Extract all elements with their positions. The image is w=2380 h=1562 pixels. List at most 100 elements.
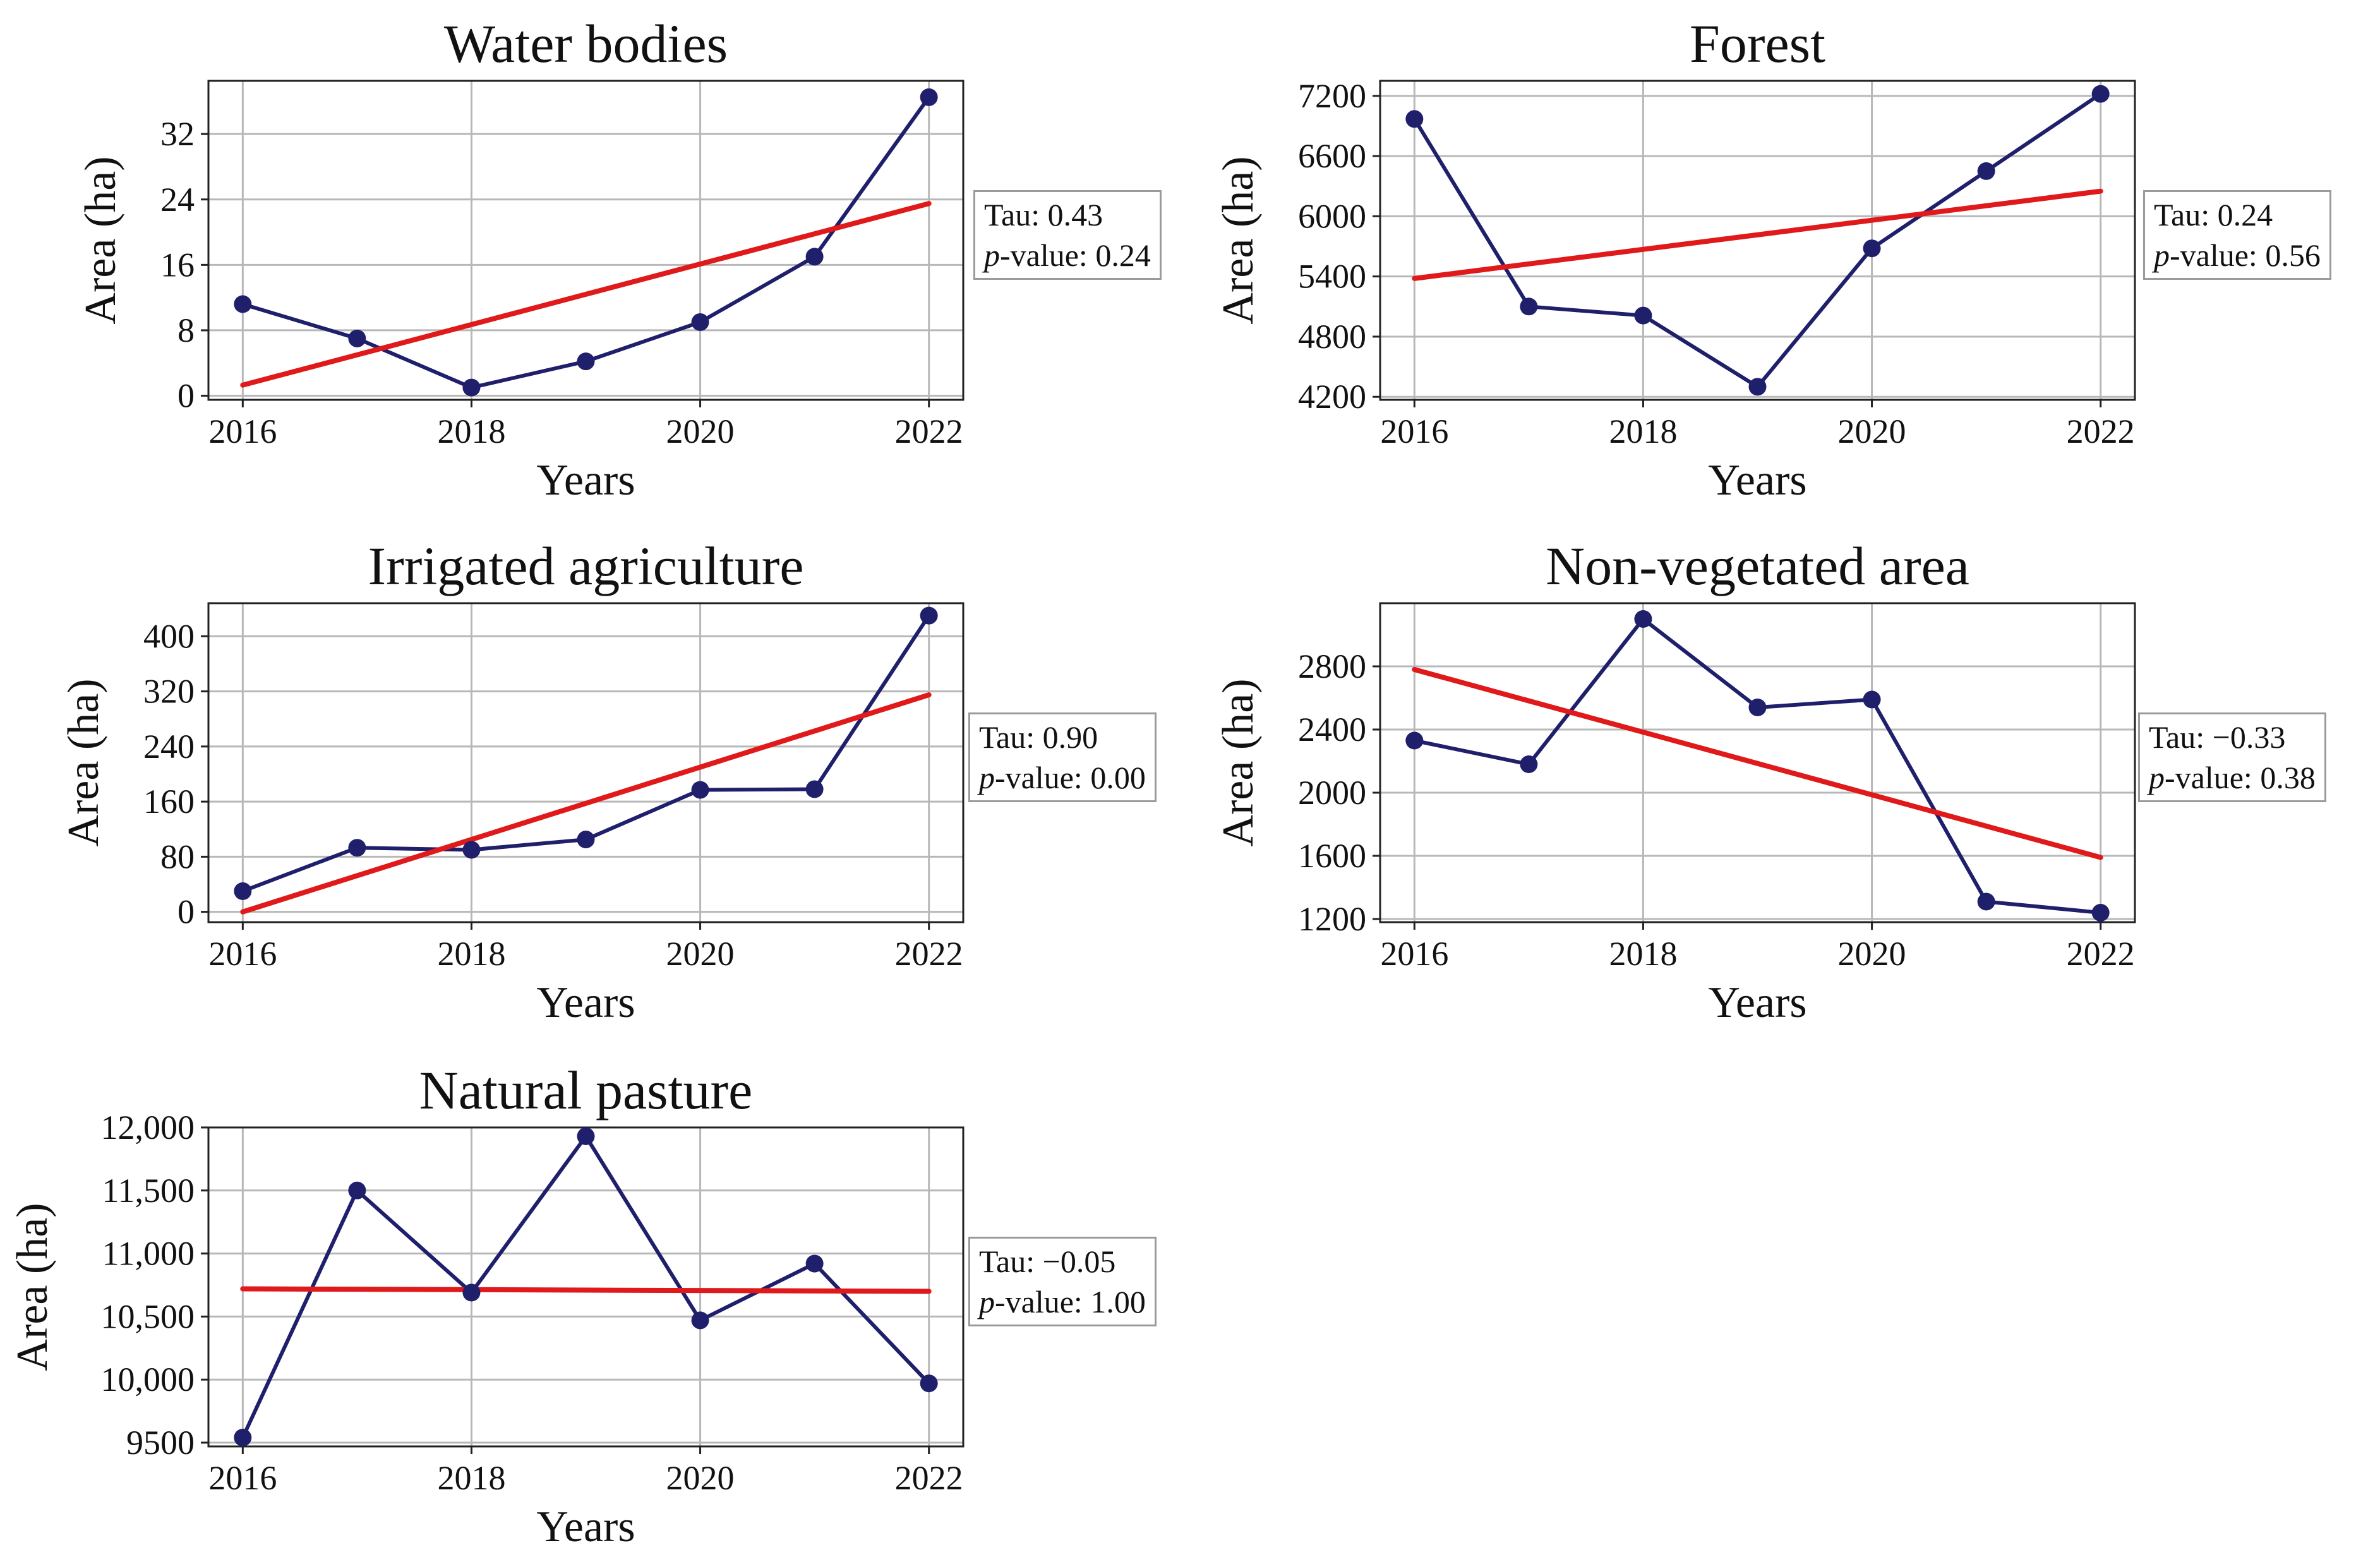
y-tick-label: 12,000 (101, 1108, 195, 1146)
stat-box-irrigated-agriculture: Tau: 0.90 p-value: 0.00 (968, 712, 1157, 802)
data-point (920, 1374, 938, 1393)
y-tick-label: 4800 (1298, 318, 1366, 356)
chart-title: Irrigated agriculture (368, 536, 803, 596)
y-tick-label: 0 (177, 377, 195, 415)
stat-box-non-vegetated-area: Tau: −0.33 p-value: 0.38 (2138, 712, 2326, 802)
series-line (242, 614, 931, 893)
data-point (691, 781, 709, 799)
data-point (462, 1283, 481, 1302)
y-tick-label: 32 (160, 115, 195, 153)
x-tick-label: 2020 (1838, 412, 1906, 450)
tau-label: Tau: −0.33 (2149, 719, 2286, 755)
y-tick-label: 5400 (1298, 258, 1366, 296)
chart-non-vegetated-area: 2016 2018 2020 2022 1200 1600 2000 2400 2800 Non-… (1214, 536, 2136, 1027)
x-tick-label: 2018 (437, 1459, 505, 1497)
y-tick-label: 2000 (1298, 774, 1366, 812)
tau-label: Tau: −0.05 (979, 1244, 1116, 1279)
data-point (348, 329, 366, 347)
chart-title: Forest (1690, 13, 1825, 74)
x-tick-label: 2022 (895, 1459, 963, 1497)
plot-frame (1379, 80, 2136, 401)
stat-box-water-bodies: Tau: 0.43 p-value: 0.24 (973, 190, 1162, 280)
x-tick-label: 2022 (895, 412, 963, 450)
data-point (234, 1429, 252, 1447)
y-tick-label: 320 (143, 673, 195, 711)
data-point (1634, 306, 1652, 325)
chart-forest: 2016 2018 2020 2022 4200 4800 5400 6000 6600 7200… (1214, 13, 2136, 505)
x-tick-label: 2018 (437, 412, 505, 450)
x-tick-label: 2020 (666, 935, 735, 973)
y-axis-label: Area (ha) (76, 156, 125, 324)
trend-line (240, 1286, 932, 1294)
x-tick-label: 2020 (666, 412, 735, 450)
data-point (1634, 610, 1652, 628)
y-tick-label: 11,000 (102, 1235, 195, 1273)
stat-box-natural-pasture: Tau: −0.05 p-value: 1.00 (968, 1237, 1157, 1326)
data-point (1977, 892, 1995, 911)
chart-water-bodies: 2016 2018 2020 2022 0 8 16 24 32 Water bodies Year… (76, 13, 965, 505)
plot-frame (207, 80, 965, 401)
y-tick-label: 6600 (1298, 137, 1366, 175)
y-tick-label: 8 (177, 311, 195, 349)
x-axis-label: Years (536, 456, 635, 505)
x-axis-label: Years (536, 1503, 635, 1551)
plot-frame (207, 602, 965, 923)
data-point (1405, 110, 1424, 128)
trend-line (240, 201, 932, 388)
data-point (691, 313, 709, 331)
plot-frame (1379, 602, 2136, 923)
trend-line (1412, 667, 2103, 860)
y-tick-label: 10,500 (101, 1297, 195, 1335)
y-tick-label: 4200 (1298, 378, 1366, 416)
x-tick-label: 2022 (895, 935, 963, 973)
data-point (577, 352, 595, 371)
y-tick-label: 7200 (1298, 77, 1366, 115)
y-axis-label: Area (ha) (1214, 678, 1263, 846)
data-point (920, 88, 938, 106)
y-tick-label: 240 (143, 728, 195, 766)
y-tick-label: 1600 (1298, 837, 1366, 875)
x-tick-label: 2018 (437, 935, 505, 973)
y-tick-label: 80 (160, 838, 195, 875)
data-point (2091, 85, 2110, 103)
p-value-label: p-value: 0.56 (2154, 237, 2321, 273)
y-tick-label: 160 (143, 783, 195, 820)
y-tick-label: 6000 (1298, 197, 1366, 235)
data-point (805, 1254, 824, 1273)
y-tick-label: 24 (160, 181, 195, 219)
y-tick-label: 11,500 (102, 1172, 195, 1210)
data-point (1748, 699, 1767, 716)
x-tick-label: 2022 (2067, 412, 2135, 450)
x-tick-label: 2016 (208, 1459, 277, 1497)
y-tick-label: 2800 (1298, 647, 1366, 685)
data-point (1520, 297, 1538, 316)
data-point (1520, 755, 1538, 773)
y-axis-label: Area (ha) (59, 678, 108, 846)
y-axis-label: Area (ha) (8, 1203, 57, 1371)
data-point (920, 606, 938, 625)
p-value-label: p-value: 0.38 (2149, 760, 2316, 795)
x-tick-label: 2022 (2067, 935, 2135, 973)
y-tick-label: 0 (177, 893, 195, 931)
trend-line (1412, 188, 2103, 281)
x-tick-label: 2018 (1609, 412, 1677, 450)
data-point (1748, 378, 1767, 396)
data-point (577, 831, 595, 849)
data-point (691, 1311, 709, 1330)
data-point (348, 1181, 366, 1199)
x-tick-label: 2016 (208, 935, 277, 973)
data-point (462, 378, 481, 397)
p-value-label: p-value: 0.00 (979, 760, 1146, 795)
x-axis-label: Years (1708, 456, 1806, 505)
chart-natural-pasture: 2016 2018 2020 2022 9500 10,000 10,500 11,000 11… (8, 1060, 965, 1551)
stat-box-forest: Tau: 0.24 p-value: 0.56 (2143, 190, 2331, 280)
series-line (1412, 92, 2102, 389)
y-tick-label: 400 (143, 617, 195, 655)
x-tick-label: 2020 (1838, 935, 1906, 973)
trend-line (240, 692, 932, 915)
y-tick-label: 2400 (1298, 711, 1366, 748)
y-axis-label: Area (ha) (1214, 156, 1263, 324)
series-line (242, 96, 931, 390)
x-axis-label: Years (1708, 978, 1806, 1027)
